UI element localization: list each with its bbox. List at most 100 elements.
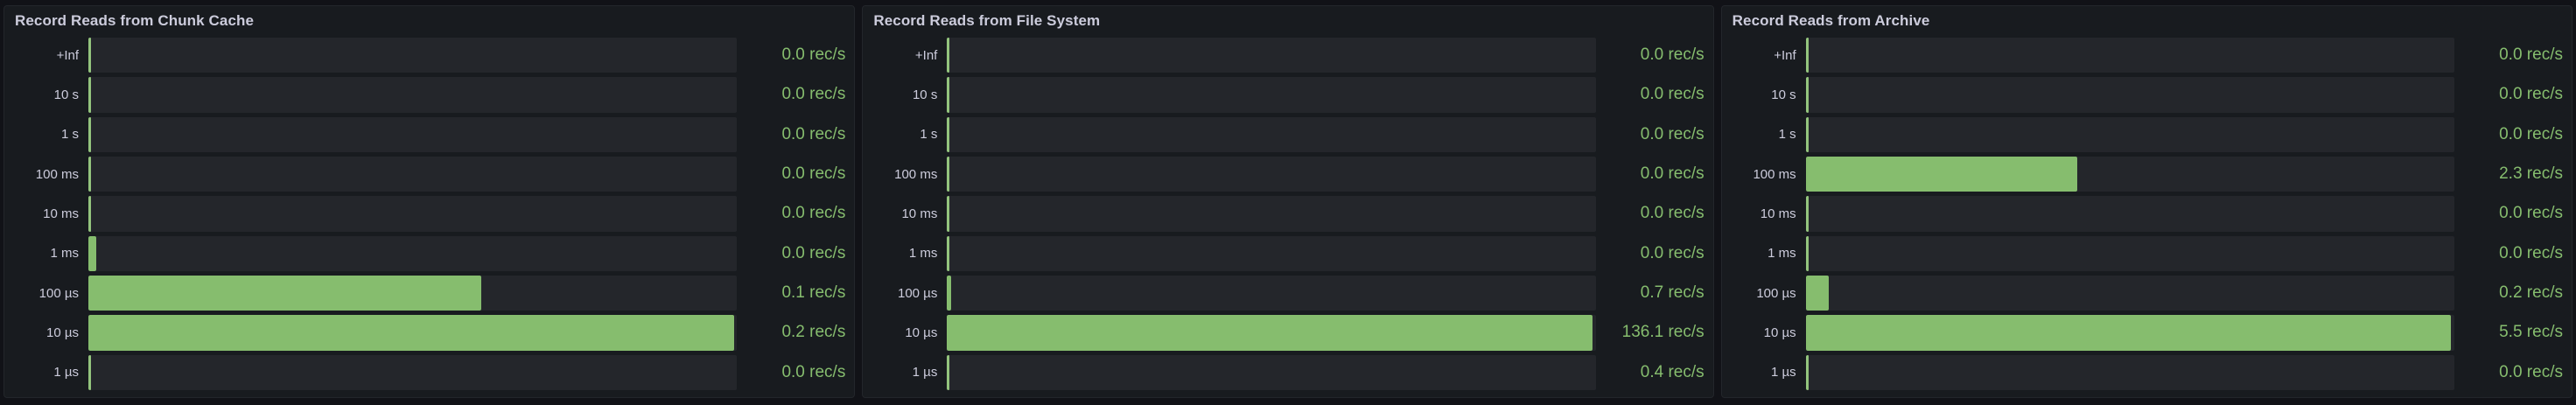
bar-track [1805,196,2454,232]
bar-gauge-row[interactable]: 10 µs 5.5 rec/s [1729,315,2563,351]
bar-track [88,354,738,390]
bar-value-label: 0.0 rec/s [781,362,846,381]
bar-gauge-row[interactable]: 100 µs 0.1 rec/s [11,275,845,311]
bar-track [1805,77,2454,113]
bar-gauge-row[interactable]: 10 s 0.0 rec/s [11,77,846,113]
bar-value-label: 0.0 rec/s [1640,164,1704,184]
bar-gauge-row[interactable]: 1 ms 0.0 rec/s [870,235,1704,271]
bar-value-label: 0.0 rec/s [1640,45,1704,65]
bar-value-label: 0.0 rec/s [781,85,846,104]
bar-fill [1805,235,1809,271]
bar-gauge-row[interactable]: 1 s 0.0 rec/s [870,116,1704,152]
bar-value-label: 0.0 rec/s [2499,85,2563,104]
bucket-label: 1 ms [1768,246,1796,262]
bar-track [88,38,738,73]
bar-track [947,77,1596,113]
bar-track [88,235,738,271]
bar-value-label: 5.5 rec/s [2499,323,2563,342]
bar-value-label: 0.0 rec/s [1640,85,1704,104]
bar-track [1805,275,2454,311]
panel-title: Record Reads from Chunk Cache [15,12,255,29]
bar-track [88,156,738,192]
bar-value-label: 0.4 rec/s [1640,362,1704,381]
bucket-label: +Inf [1774,47,1796,63]
bucket-label: 100 µs [38,285,79,301]
bar-fill [947,156,950,192]
bar-fill [1805,196,1809,232]
panel-title: Record Reads from File System [873,12,1101,29]
bar-track [1805,235,2454,271]
bar-gauge-body: +Inf 0.0 rec/s 10 s 0.0 rec/s 1 s 0.0 rec/s 10… [4,36,854,397]
bucket-label: 10 ms [43,206,79,221]
bar-value-label: 0.0 rec/s [1640,124,1704,143]
bar-fill [88,38,91,73]
bar-gauge-row[interactable]: 1 s 0.0 rec/s [1729,116,2563,152]
bar-value-label: 0.0 rec/s [1640,204,1704,223]
bar-fill [88,156,91,192]
bucket-label: 100 µs [1756,285,1796,301]
bar-value-label: 0.0 rec/s [781,243,846,262]
bar-value-label: 0.0 rec/s [781,164,846,184]
bar-track [947,354,1596,390]
bar-track [88,116,738,152]
bucket-label: 100 ms [1753,166,1796,182]
panel-header[interactable]: Record Reads from Archive [1722,6,2572,36]
bar-gauge-row[interactable]: 1 s 0.0 rec/s [11,116,846,152]
bar-fill [1805,315,2452,351]
panel-header[interactable]: Record Reads from Chunk Cache [4,6,854,36]
bar-gauge-row[interactable]: 1 µs 0.0 rec/s [1729,354,2563,390]
bar-gauge-row[interactable]: 1 µs 0.4 rec/s [870,354,1704,390]
bar-fill [947,315,1592,351]
bar-fill [88,77,91,113]
bar-fill [88,235,96,271]
bar-fill [1805,354,1809,390]
bucket-label: 1 ms [50,246,79,262]
bar-gauge-row[interactable]: 100 ms 2.3 rec/s [1729,156,2563,192]
bar-gauge-row[interactable]: 10 s 0.0 rec/s [870,77,1704,113]
bar-fill [947,275,951,311]
panel-title: Record Reads from Archive [1732,12,1930,29]
bar-gauge-row[interactable]: 10 µs 0.2 rec/s [11,315,845,351]
bar-gauge-row[interactable]: 100 ms 0.0 rec/s [870,156,1704,192]
bar-gauge-row[interactable]: 10 µs 136.1 rec/s [870,315,1704,351]
bar-fill [947,77,950,113]
bar-gauge-row[interactable]: 1 ms 0.0 rec/s [1729,235,2563,271]
bar-fill [947,116,950,152]
bucket-label: 1 µs [1771,365,1796,381]
bar-fill [1805,116,1809,152]
bar-value-label: 0.0 rec/s [2499,124,2563,143]
bar-gauge-row[interactable]: 1 µs 0.0 rec/s [11,354,846,390]
bar-gauge-row[interactable]: 100 µs 0.7 rec/s [870,275,1704,311]
bar-fill [947,196,950,232]
bucket-label: 100 µs [897,285,938,301]
bar-gauge-row[interactable]: 10 ms 0.0 rec/s [870,196,1704,232]
bar-gauge-row[interactable]: +Inf 0.0 rec/s [11,38,845,73]
bucket-label: 1 s [920,127,938,143]
bar-value-label: 136.1 rec/s [1621,323,1704,342]
bar-gauge-row[interactable]: 10 s 0.0 rec/s [1729,77,2563,113]
bar-value-label: 0.0 rec/s [2499,243,2563,262]
bar-gauge-row[interactable]: 10 ms 0.0 rec/s [11,196,845,232]
bucket-label: 10 s [1771,87,1796,102]
bar-value-label: 0.0 rec/s [2499,204,2563,223]
bar-gauge-row[interactable]: +Inf 0.0 rec/s [1729,38,2563,73]
bar-value-label: 0.0 rec/s [2499,362,2563,381]
bucket-label: 10 ms [1760,206,1796,221]
bucket-label: 10 s [53,87,79,102]
bar-gauge-row[interactable]: 10 ms 0.0 rec/s [1729,196,2563,232]
bar-track [88,77,738,113]
bar-fill [947,235,950,271]
panel-header[interactable]: Record Reads from File System [863,6,1712,36]
bar-value-label: 0.0 rec/s [2499,45,2563,65]
bar-track [88,315,738,351]
bar-fill [88,315,734,351]
bucket-label: 1 µs [53,365,79,381]
bar-value-label: 0.0 rec/s [781,124,846,143]
bar-fill [1805,156,2077,192]
bar-gauge-row[interactable]: +Inf 0.0 rec/s [870,38,1704,73]
bar-gauge-row[interactable]: 1 ms 0.0 rec/s [11,235,846,271]
bar-gauge-row[interactable]: 100 ms 0.0 rec/s [11,156,846,192]
bar-fill [88,275,481,311]
bar-gauge-row[interactable]: 100 µs 0.2 rec/s [1729,275,2563,311]
